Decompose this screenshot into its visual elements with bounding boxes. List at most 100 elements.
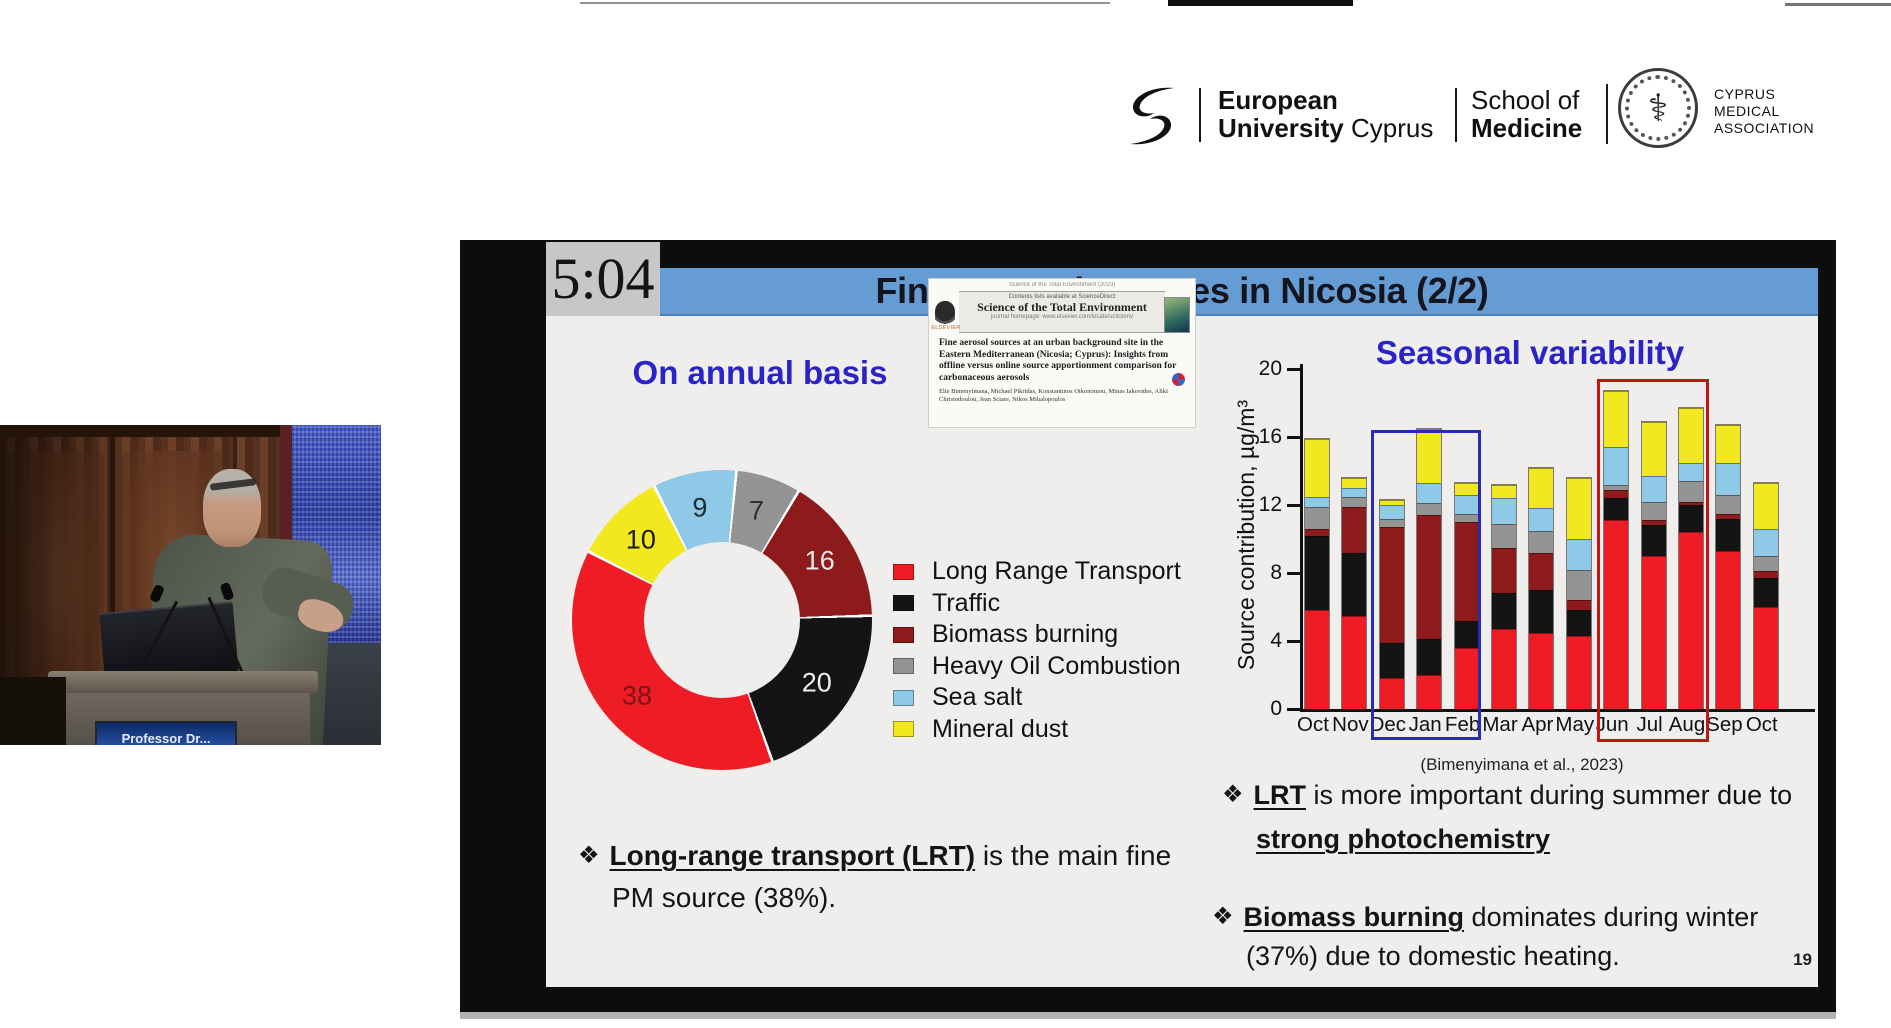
bar-segment	[1641, 421, 1666, 477]
xtick-label: Jul	[1636, 713, 1663, 736]
donut-segment-value: 7	[748, 495, 764, 526]
stacked-bar-may-7	[1566, 477, 1591, 709]
cma-line2: MEDICAL	[1714, 103, 1780, 119]
euc-line1: European	[1218, 85, 1338, 115]
bar-segment	[1417, 428, 1442, 483]
bar-segment	[1604, 391, 1629, 448]
bar-segment	[1454, 513, 1479, 522]
stacked-bar-feb-4	[1454, 482, 1479, 709]
donut-legend: Long Range Transport Traffic Biomass burni…	[893, 556, 1193, 745]
donut-segment-value: 38	[621, 680, 653, 711]
top-edge-bar	[1168, 0, 1353, 6]
legend-label: Mineral dust	[932, 714, 1069, 743]
bar-segment	[1379, 678, 1404, 709]
bar-segment	[1379, 527, 1404, 643]
bar-segment	[1342, 506, 1367, 553]
top-edge-line-right	[1785, 3, 1891, 6]
bar-segment	[1342, 477, 1367, 488]
euc-line2-rest: Cyprus	[1343, 113, 1434, 143]
legend-item: Long Range Transport	[893, 556, 1193, 588]
bar-segment	[1492, 547, 1516, 594]
legend-item: Biomass burning	[893, 619, 1193, 651]
summer-highlight-box	[1597, 379, 1709, 742]
bar-segment	[1753, 556, 1778, 572]
journal-cover-thumbnail	[1164, 297, 1190, 333]
stacked-bar-mar-5	[1492, 484, 1516, 709]
som-line1: School of	[1471, 85, 1580, 115]
diamond-bullet-icon: ❖	[1222, 781, 1244, 808]
stacked-bar-dec-2	[1379, 499, 1404, 709]
bar-segment	[1492, 593, 1516, 630]
bullet-r2-line2: (37%) due to domestic heating.	[1246, 941, 1620, 971]
ytick-mark	[1287, 436, 1300, 439]
som-line2: Medicine	[1471, 113, 1583, 143]
bar-segment	[1566, 539, 1591, 570]
bar-segment	[1305, 528, 1329, 536]
bar-segment	[1679, 462, 1703, 482]
bar-segment	[1566, 600, 1591, 611]
bar-segment	[1529, 552, 1554, 590]
bar-segment	[1529, 508, 1554, 531]
paper-journal-header: Contents lists available at ScienceDirec…	[959, 291, 1165, 333]
slide-page-number: 19	[1793, 950, 1812, 969]
legend-swatch	[893, 658, 914, 675]
bullet-r1-line1: ❖ LRT is more important during summer due…	[1222, 780, 1792, 811]
bar-segment	[1379, 505, 1404, 519]
header-divider-2	[1455, 88, 1457, 142]
chart-citation: (Bimenyimana et al., 2023)	[1420, 755, 1624, 774]
bar-segment	[1641, 520, 1666, 526]
bar-segment	[1342, 496, 1367, 507]
xtick-label: Sep	[1706, 713, 1743, 736]
legend-label: Long Range Transport	[932, 557, 1181, 586]
elsevier-tree-icon	[935, 301, 955, 325]
bar-segment	[1454, 620, 1479, 648]
bar-segment	[1529, 632, 1554, 709]
bar-segment	[1417, 503, 1442, 516]
bar-segment	[1604, 520, 1629, 709]
ytick-mark	[1287, 708, 1300, 711]
bar-segment	[1305, 496, 1329, 507]
xtick-label: Nov	[1332, 713, 1369, 736]
xtick-label: Jan	[1408, 713, 1442, 736]
diamond-bullet-icon: ❖	[1212, 903, 1234, 930]
stacked-bar-oct-0	[1305, 438, 1329, 709]
bar-segment	[1492, 498, 1516, 524]
winter-highlight-box	[1371, 430, 1481, 740]
bar-segment	[1492, 629, 1516, 709]
euc-line2-bold: University	[1218, 113, 1344, 143]
bar-segment	[1641, 476, 1666, 502]
bar-segment	[1566, 635, 1591, 709]
bar-segment	[1679, 501, 1703, 505]
bar-segment	[1305, 438, 1329, 497]
diamond-bullet-icon: ❖	[578, 842, 600, 869]
elsevier-label: ELSEVIER	[931, 325, 961, 331]
bar-segment	[1716, 518, 1741, 551]
bar-segment	[1342, 615, 1367, 709]
legend-label: Biomass burning	[932, 620, 1119, 649]
paper-top-line: Science of the Total Environment (2023)	[1008, 282, 1116, 288]
ytick-mark	[1287, 640, 1300, 643]
bar-segment	[1342, 488, 1367, 497]
legend-item: Sea salt	[893, 682, 1193, 714]
bar-segment	[1753, 528, 1778, 556]
cma-line1: CYPRUS	[1714, 86, 1776, 102]
seasonal-heading: Seasonal variability	[1375, 334, 1685, 371]
bar-segment	[1417, 675, 1442, 709]
bar-segment	[1641, 525, 1666, 556]
legend-item: Mineral dust	[893, 714, 1193, 746]
bar-segment	[1679, 532, 1703, 709]
xtick-label: Aug	[1668, 713, 1706, 736]
bar-segment	[1716, 494, 1741, 514]
ytick-label: 8	[1270, 561, 1282, 584]
legend-swatch	[893, 689, 914, 706]
bar-segment	[1753, 482, 1778, 529]
bar-segment	[1753, 571, 1778, 579]
ytick-label: 4	[1270, 629, 1282, 652]
donut-segment-value: 9	[692, 492, 708, 523]
bar-segment	[1305, 535, 1329, 611]
ytick-label: 0	[1270, 697, 1282, 720]
donut-segment-value: 10	[625, 524, 656, 555]
bullet-r1-bold: LRT	[1253, 780, 1306, 810]
legend-swatch	[893, 595, 914, 612]
paper-thumbnail: Science of the Total Environment (2023) …	[928, 278, 1196, 428]
